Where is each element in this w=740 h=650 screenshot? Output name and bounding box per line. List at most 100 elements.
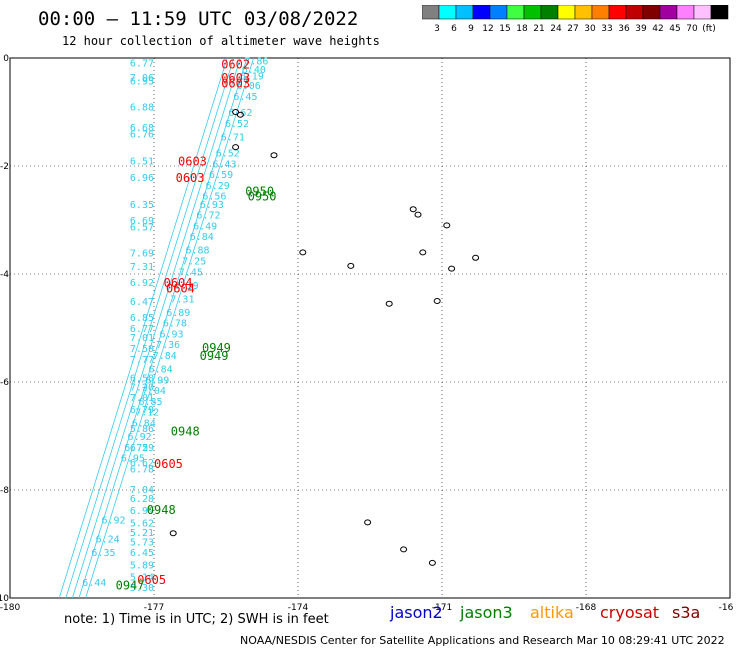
wave-height-label: 6.75: [124, 443, 148, 454]
satellite-altika: altika: [530, 603, 574, 622]
wave-height-label: 6.62: [228, 108, 252, 119]
page-title: 00:00 — 11:59 UTC 03/08/2022: [38, 8, 359, 30]
wave-height-label: 6.19: [240, 71, 264, 82]
island-outline: [270, 152, 278, 159]
wave-height-label: 6.76: [130, 130, 154, 141]
wave-height-label: 6.45: [130, 548, 154, 559]
wave-height-label: 6.77: [130, 324, 154, 335]
island-outline: [428, 559, 436, 566]
wave-height-label: 6.40: [242, 65, 266, 76]
wave-height-map[interactable]: -180-177-174-171-168-160-2-4-6-8-106.777…: [0, 0, 740, 610]
wave-height-label: 6.69: [130, 216, 154, 227]
scale-swatch: [710, 5, 729, 20]
scale-label: (ft): [702, 24, 716, 34]
wave-height-label: 6.71: [221, 132, 245, 143]
wave-height-label: 6.99: [130, 506, 154, 517]
wave-height-label: 6.95: [130, 77, 154, 88]
island-outline: [236, 111, 244, 118]
wave-height-label: 5.62: [130, 518, 154, 529]
time-label: 0605: [137, 573, 166, 587]
wave-height-label: 6.29: [130, 443, 154, 454]
lat-tick-label: -4: [0, 270, 9, 280]
time-label: 0948: [147, 503, 176, 517]
wave-height-label: 6.92: [130, 278, 154, 289]
wave-height-label: 5.30: [130, 583, 154, 594]
satellite-track: [78, 57, 248, 599]
island-outline: [419, 249, 427, 256]
scale-label: 42: [652, 24, 663, 34]
wave-height-label: 7.50: [130, 344, 154, 355]
time-label: 0602: [221, 57, 250, 71]
time-label: 0950: [248, 190, 277, 204]
wave-height-label: 6.06: [237, 81, 261, 92]
wave-height-label: 7.01: [130, 393, 154, 404]
wave-height-label: 6.85: [130, 313, 154, 324]
time-label: 0603: [176, 171, 205, 185]
wave-height-label: 6.44: [82, 578, 106, 589]
lon-tick-label: -171: [432, 603, 452, 610]
time-label: 0603: [221, 71, 250, 85]
wave-height-label: 7.77: [130, 355, 154, 366]
island-outline: [169, 530, 177, 537]
wave-height-label: 7.39: [175, 281, 199, 292]
wave-height-label: 6.77: [130, 58, 154, 69]
scale-label: 27: [567, 24, 578, 34]
island-outline: [400, 546, 408, 553]
scale-label: 9: [468, 24, 474, 34]
time-label: 0950: [245, 184, 274, 198]
wave-height-label: 6.95: [121, 454, 145, 465]
satellite-s3a: s3a: [672, 603, 701, 622]
wave-height-label: 6.79: [130, 405, 154, 416]
wave-height-label: 5.89: [130, 561, 154, 572]
wave-height-label: 6.59: [209, 170, 233, 181]
time-label: 0947: [116, 579, 145, 593]
wave-height-label: 6.72: [196, 211, 220, 222]
scale-label: 3: [434, 24, 440, 34]
time-label: 0603: [178, 155, 207, 169]
wave-height-label: 5.86: [130, 424, 154, 435]
wave-height-label: 6.93: [159, 329, 183, 340]
lat-tick-label: -8: [0, 486, 9, 496]
scale-label: 18: [516, 24, 528, 34]
wave-height-label: 6.47: [130, 297, 154, 308]
wave-height-label: 6.99: [145, 375, 169, 386]
island-outline: [443, 222, 451, 229]
scale-label: 15: [499, 24, 510, 34]
page-subtitle: 12 hour collection of altimeter wave hei…: [62, 34, 380, 48]
wave-height-label: 7.31: [170, 294, 194, 305]
wave-height-label: 7.84: [153, 351, 177, 362]
map-frame: [9, 57, 731, 599]
lat-tick-label: -6: [0, 378, 9, 388]
wave-height-label: 6.78: [130, 464, 154, 475]
island-outline: [448, 265, 456, 272]
lat-tick-label: -10: [0, 594, 9, 604]
wave-height-label: 7.69: [130, 248, 154, 259]
wave-height-label: 6.52: [225, 119, 249, 130]
satellite-track: [58, 57, 228, 599]
scale-label: 39: [635, 24, 647, 34]
wave-height-label: 6.68: [130, 123, 154, 134]
credit-line: NOAA/NESDIS Center for Satellite Applica…: [240, 634, 725, 647]
time-label: 0604: [164, 276, 193, 290]
wave-height-label: 7.06: [130, 73, 154, 84]
scale-label: 21: [533, 24, 544, 34]
island-outline: [232, 144, 240, 151]
wave-height-label: 6.85: [138, 397, 162, 408]
satellite-track: [65, 57, 235, 599]
time-label: 0948: [171, 425, 200, 439]
wave-height-label: 7.01: [130, 333, 154, 344]
wave-height-label: 7.04: [142, 386, 166, 397]
wave-height-label: 6.93: [200, 200, 224, 211]
wave-height-label: 5.14: [130, 572, 154, 583]
wave-height-label: 6.92: [128, 432, 152, 443]
time-label: 0949: [202, 341, 231, 355]
wave-height-label: 6.52: [216, 149, 240, 160]
wave-height-label: 7.45: [179, 267, 203, 278]
wave-height-label: 6.35: [91, 548, 115, 559]
island-outline: [433, 298, 441, 304]
satellite-jason3: jason3: [460, 603, 513, 622]
island-outline: [347, 262, 355, 269]
wave-height-label: 6.28: [130, 494, 154, 505]
island-outline: [364, 519, 372, 526]
island-outline: [472, 254, 480, 261]
